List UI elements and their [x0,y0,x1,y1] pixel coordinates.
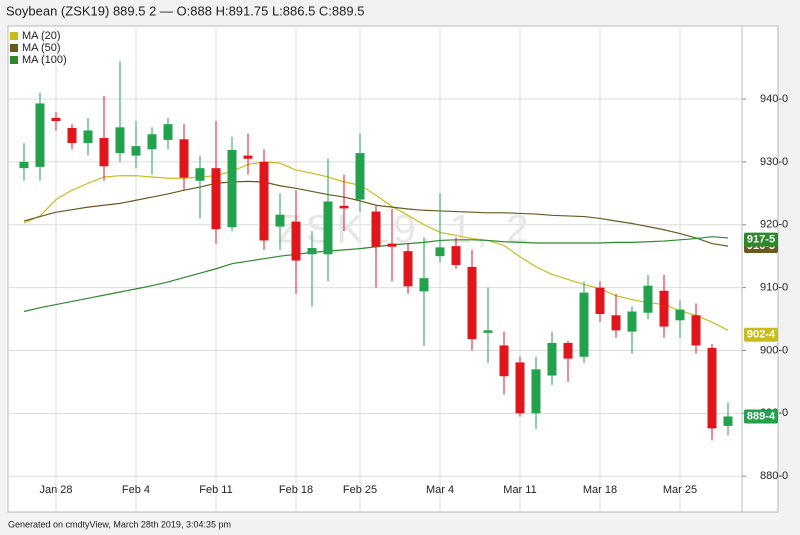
candle-body [387,243,397,247]
candle-body [147,134,157,150]
y-tick-label: 920-0 [760,219,788,231]
candle-body [195,168,205,181]
candle-body [371,211,381,247]
candle-body [515,362,525,414]
x-tick-label: Feb 18 [279,484,313,496]
candle-body [99,138,109,167]
price-tag [744,327,778,342]
legend-swatch [10,32,18,40]
legend-swatch [10,44,18,52]
candle-body [131,146,141,156]
candle-body [115,127,125,154]
candle-body [67,127,77,144]
candle-body [307,248,317,255]
price-tag-label: 902-4 [747,329,776,341]
candle-body [259,161,269,241]
ma-line [23,161,729,331]
x-tick-label: Feb 25 [343,484,377,496]
candle-body [579,292,589,357]
candle-body [691,315,701,346]
candle-body [435,247,445,257]
candle-body [339,205,349,209]
candle-body [419,278,429,292]
candle-body [291,221,301,261]
y-tick-label: 900-0 [760,344,788,356]
candle-body [675,309,685,321]
legend-label: MA (20) [22,30,61,42]
candle-body [643,285,653,313]
candle-body [499,345,509,377]
candle-body [531,369,541,414]
candle-body [323,201,333,255]
candle-body [243,155,253,159]
candle-body [467,266,477,340]
candle-body [547,342,557,376]
y-tick-label: 940-0 [760,93,788,105]
y-tick-label: 910-0 [760,282,788,294]
candle-body [355,153,365,200]
candle-body [723,416,733,426]
price-tag-label: 889-4 [747,410,776,422]
x-tick-label: Feb 4 [122,484,150,496]
candle-body [227,149,237,228]
candle-body [211,168,221,230]
candle-body [627,311,637,332]
x-tick-label: Mar 11 [503,484,536,496]
candle-body [179,139,189,178]
candle-body [563,342,573,359]
legend-label: MA (50) [22,42,61,54]
candle-body [275,214,285,227]
candle-body [35,103,45,167]
candle-body [659,290,669,327]
price-tag-label: 917-5 [747,234,775,246]
y-tick-label: 880-0 [760,470,788,482]
candle-body [19,161,29,169]
chart-title: Soybean (ZSK19) 889.5 2 — O:888 H:891.75… [6,3,364,18]
price-tag [744,409,778,424]
candle-body [483,330,493,333]
x-tick-label: Feb 11 [199,484,232,496]
x-tick-label: Jan 28 [39,484,72,496]
candle-body [707,347,717,429]
x-tick-label: Mar 25 [663,484,697,496]
candle-body [595,287,605,314]
candle-body [451,246,461,265]
candle-body [403,251,413,287]
price-tag [744,232,778,247]
legend-swatch [10,56,18,64]
footer: Generated on cmdtyView, March 28th 2019,… [8,519,231,529]
legend-label: MA (100) [22,54,67,66]
candle-body [83,130,93,144]
ma-line [23,180,729,247]
y-tick-label: 930-0 [760,156,788,168]
candle-body [163,124,173,140]
candle-body [611,315,621,331]
candle-body [51,117,61,122]
x-tick-label: Mar 4 [426,484,454,496]
x-tick-label: Mar 18 [583,484,617,496]
